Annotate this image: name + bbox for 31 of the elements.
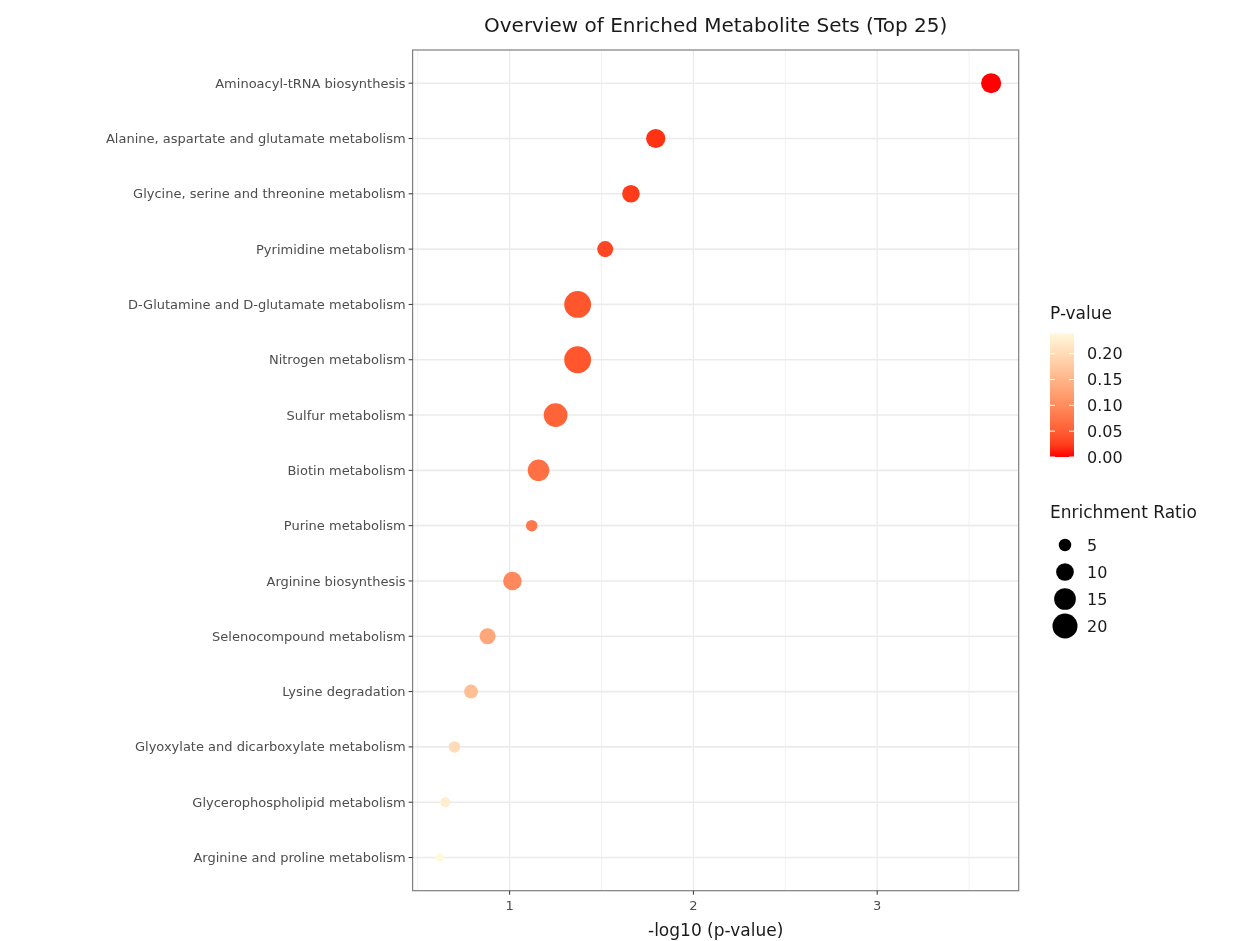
x-axis-title: -log10 (p-value) [648, 920, 784, 940]
color-bar-label: 0.00 [1087, 447, 1123, 467]
y-tick-label: Glyoxylate and dicarboxylate metabolism [134, 739, 406, 755]
x-tick-label: 3 [873, 897, 882, 913]
legend-label: 5 [1087, 535, 1098, 555]
color-bar-label: 0.20 [1087, 344, 1123, 364]
chart-title: Overview of Enriched Metabolite Sets (Top 25) [484, 13, 948, 37]
y-tick-label: Selenocompound metabolism [212, 628, 406, 644]
color-bar-label: 0.10 [1087, 395, 1123, 415]
legend-title: Enrichment Ratio [1050, 502, 1197, 522]
y-tick-label: Glycerophospholipid metabolism [192, 794, 406, 810]
y-tick-label: Nitrogen metabolism [268, 352, 406, 368]
legend-label: 10 [1087, 562, 1108, 582]
y-tick-label: Purine metabolism [283, 518, 406, 534]
y-tick-label: D-Glutamine and D-glutamate metabolism [127, 296, 406, 312]
y-tick-label: Arginine and proline metabolism [193, 850, 406, 866]
x-tick-label: 2 [689, 897, 698, 913]
y-tick-label: Glycine, serine and threonine metabolism [133, 186, 406, 202]
x-tick-label: 1 [505, 897, 514, 913]
legend-label: 15 [1087, 589, 1108, 609]
y-tick-label: Pyrimidine metabolism [256, 241, 406, 257]
y-tick-label: Lysine degradation [282, 684, 406, 700]
color-bar-title: P-value [1050, 303, 1112, 323]
y-tick-label: Sulfur metabolism [286, 407, 406, 423]
legend-label: 20 [1087, 616, 1108, 636]
y-tick-label: Arginine biosynthesis [266, 573, 406, 589]
color-bar-label: 0.15 [1087, 370, 1123, 390]
y-tick-label: Aminoacyl-tRNA biosynthesis [215, 75, 406, 91]
y-tick-label: Alanine, aspartate and glutamate metabolism [105, 131, 406, 147]
color-bar-label: 0.05 [1087, 421, 1123, 441]
y-tick-label: Biotin metabolism [287, 462, 406, 478]
